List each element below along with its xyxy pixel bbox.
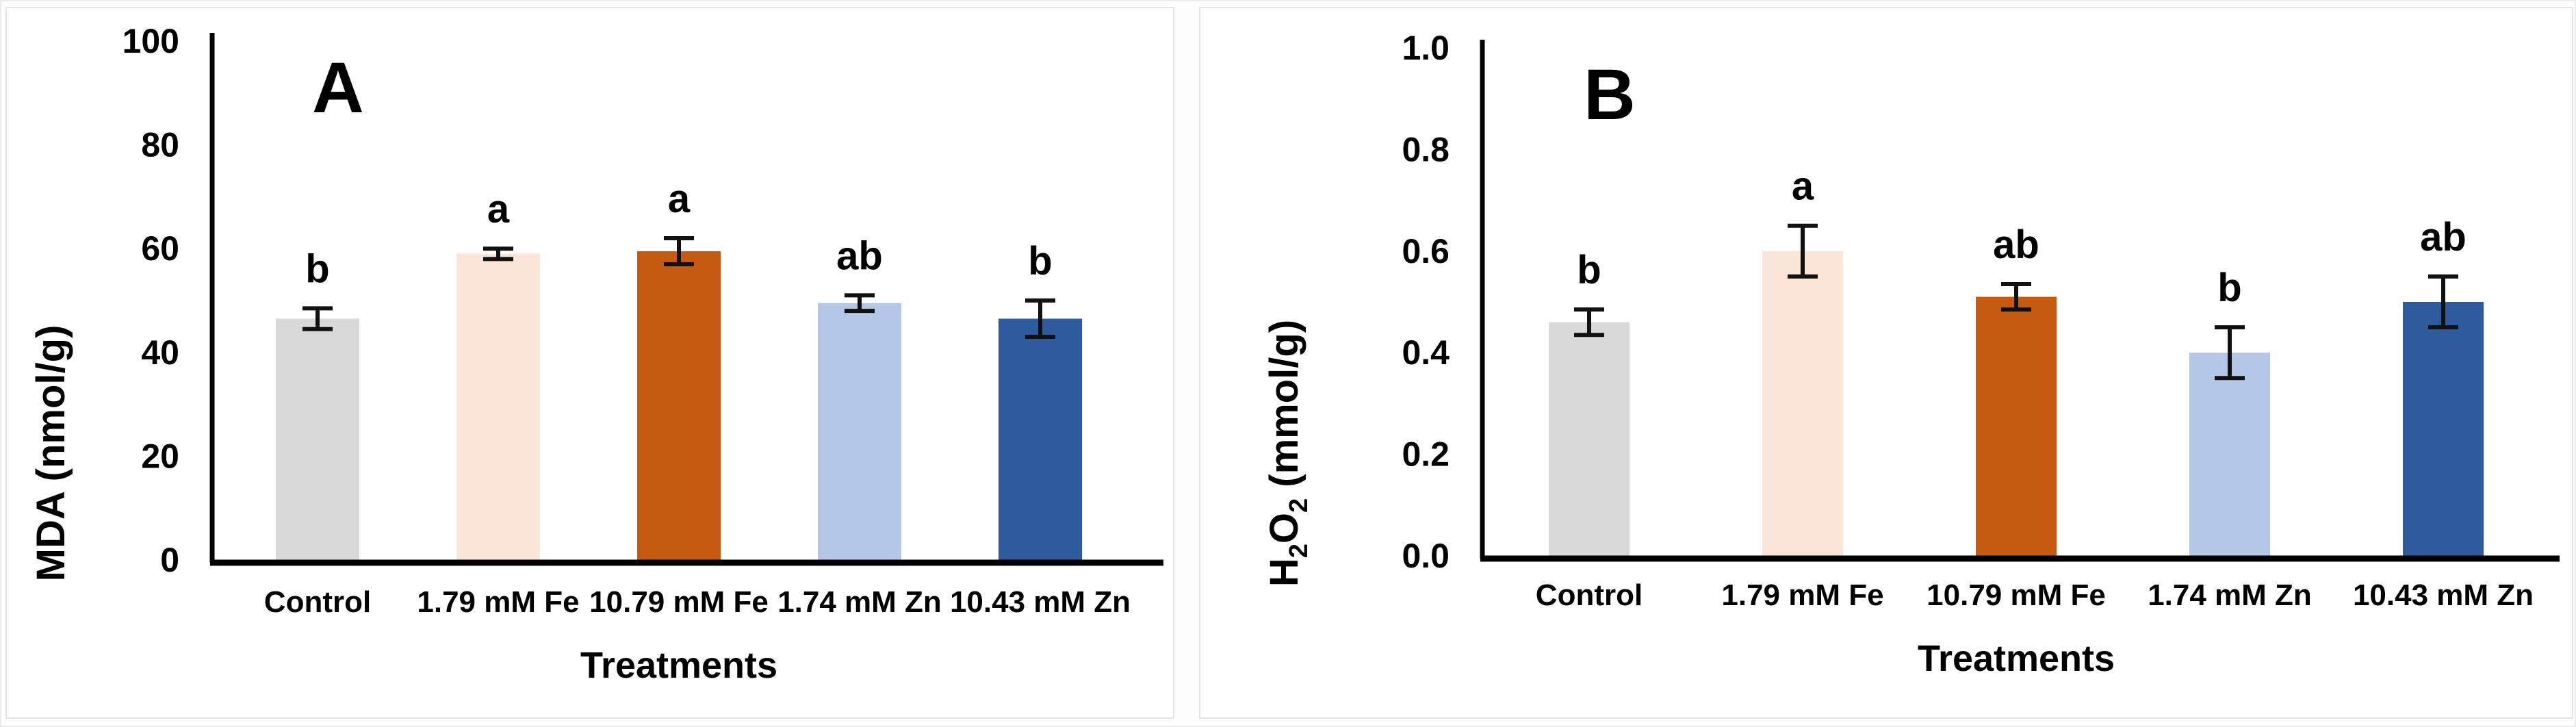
x-tick-label-10-43-mm-zn: 10.43 mM Zn bbox=[2353, 578, 2534, 612]
y-tick-label: 100 bbox=[123, 22, 179, 60]
bar-10-43-mm-zn bbox=[2403, 302, 2484, 556]
panel-letter: B bbox=[1584, 55, 1636, 135]
y-tick-label: 0.0 bbox=[1402, 537, 1450, 575]
error-bar-10-43-mm-zn bbox=[2428, 274, 2458, 330]
bar-10-79-mm-fe bbox=[1976, 296, 2057, 556]
sig-letter-1-74-mm-zn: ab bbox=[836, 233, 883, 278]
y-tick-label: 0 bbox=[160, 541, 179, 579]
bar-10-79-mm-fe bbox=[637, 251, 721, 560]
panel-letter: A bbox=[312, 48, 364, 128]
sig-letter-control: b bbox=[1577, 248, 1601, 292]
error-bar-control bbox=[1574, 307, 1604, 337]
x-axis-title: Treatments bbox=[580, 645, 777, 686]
error-bar-10-43-mm-zn bbox=[1025, 298, 1055, 340]
x-tick-label-control: Control bbox=[1536, 578, 1643, 612]
sig-letter-10-79-mm-fe: a bbox=[668, 177, 691, 221]
x-tick-label-1-79-mm-fe: 1.79 mM Fe bbox=[1721, 578, 1883, 612]
error-bar-10-79-mm-fe bbox=[2001, 282, 2031, 312]
sig-letter-10-79-mm-fe: ab bbox=[1993, 222, 2039, 267]
y-tick-label: 80 bbox=[141, 126, 179, 164]
bar-chart-h2o2: b a ab b ab 0.0 0.2 0.4 0.6 0.8 1.0 Control 1.79 mM … bbox=[1262, 29, 2560, 679]
x-tick-label-10-43-mm-zn: 10.43 mM Zn bbox=[950, 585, 1131, 619]
panel-a: b a a ab b 0 20 40 60 80 100 Control 1.79 mM Fe 10.79… bbox=[5, 7, 1174, 719]
y-tick-label: 0.2 bbox=[1402, 435, 1450, 474]
bar-1-74-mm-zn bbox=[818, 303, 901, 560]
error-bar-1-79-mm-fe bbox=[1788, 223, 1818, 279]
y-tick-label: 1.0 bbox=[1402, 29, 1450, 67]
y-tick-label: 0.8 bbox=[1402, 130, 1450, 168]
y-tick-label: 40 bbox=[141, 333, 179, 372]
panel-b: b a ab b ab 0.0 0.2 0.4 0.6 0.8 1.0 Control 1.79 mM … bbox=[1199, 7, 2573, 719]
x-axis-title: Treatments bbox=[1918, 638, 2115, 679]
bar-control bbox=[276, 318, 359, 560]
x-tick-label-1-74-mm-zn: 1.74 mM Zn bbox=[777, 585, 942, 619]
x-tick-label-10-79-mm-fe: 10.79 mM Fe bbox=[589, 585, 769, 619]
error-bar-1-79-mm-fe bbox=[483, 246, 513, 262]
sig-letter-1-79-mm-fe: a bbox=[1792, 164, 1814, 209]
sig-letter-1-74-mm-zn: b bbox=[2217, 266, 2241, 310]
error-bar-1-74-mm-zn bbox=[2215, 325, 2245, 381]
y-tick-label: 0.6 bbox=[1402, 232, 1450, 270]
y-tick-label: 60 bbox=[141, 229, 179, 268]
sig-letter-10-43-mm-zn: b bbox=[1028, 239, 1052, 283]
x-tick-label-1-79-mm-fe: 1.79 mM Fe bbox=[417, 585, 579, 619]
bar-1-74-mm-zn bbox=[2189, 353, 2270, 556]
error-bar-1-74-mm-zn bbox=[845, 293, 875, 314]
y-tick-label: 0.4 bbox=[1402, 333, 1450, 372]
sig-letter-control: b bbox=[305, 246, 329, 291]
bar-1-79-mm-fe bbox=[1762, 251, 1843, 556]
bar-1-79-mm-fe bbox=[456, 253, 540, 560]
x-tick-label-10-79-mm-fe: 10.79 mM Fe bbox=[1927, 578, 2106, 612]
error-bar-10-79-mm-fe bbox=[664, 236, 694, 266]
bar-10-43-mm-zn bbox=[999, 318, 1082, 560]
y-axis-title: H2O2 (mmol/g) bbox=[1262, 320, 1313, 587]
y-axis-title: MDA (nmol/g) bbox=[29, 325, 73, 582]
y-tick-label: 20 bbox=[141, 437, 179, 475]
error-bar-control bbox=[302, 306, 333, 331]
sig-letter-10-43-mm-zn: ab bbox=[2420, 215, 2466, 259]
bar-chart-mda: b a a ab b 0 20 40 60 80 100 Control 1.79 mM Fe 10.79… bbox=[29, 22, 1163, 686]
bar-control bbox=[1549, 322, 1630, 556]
x-tick-label-1-74-mm-zn: 1.74 mM Zn bbox=[2148, 578, 2312, 612]
x-tick-label-control: Control bbox=[264, 585, 371, 619]
sig-letter-1-79-mm-fe: a bbox=[487, 187, 510, 231]
